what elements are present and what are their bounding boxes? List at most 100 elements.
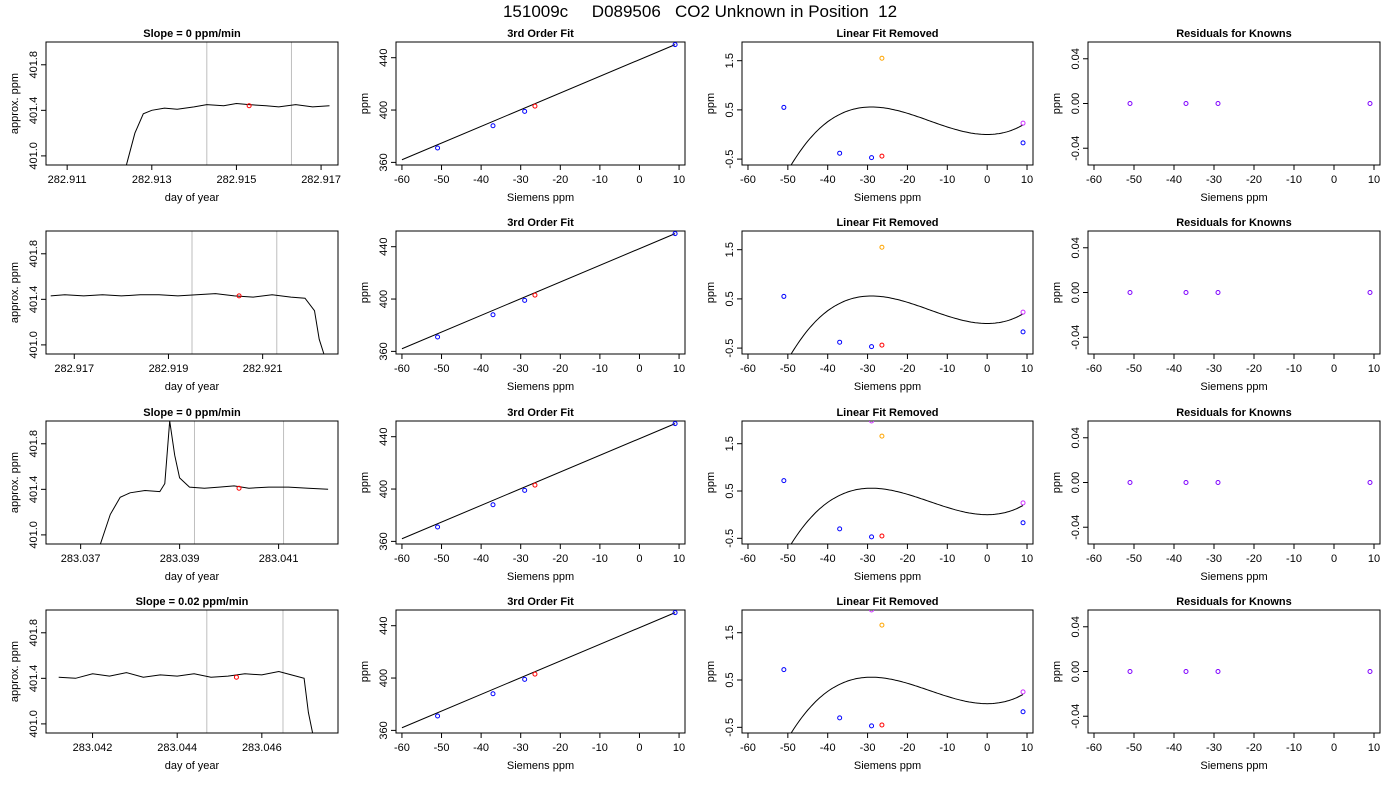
- x-tick-label: -40: [820, 174, 836, 186]
- y-axis-label: ppm: [1051, 282, 1063, 303]
- y-tick-label: 400: [378, 480, 390, 498]
- panel-title: Linear Fit Removed: [836, 28, 938, 40]
- plot-area: [1127, 290, 1373, 295]
- x-tick-label: -50: [780, 174, 796, 186]
- known-point: [781, 104, 787, 110]
- known-point: [869, 155, 875, 161]
- x-tick-label: -20: [1246, 553, 1262, 565]
- plot-frame: [395, 230, 686, 355]
- x-tick-label: -30: [1206, 742, 1222, 754]
- x-tick-label: -40: [1166, 553, 1182, 565]
- y-tick-label: 0.5: [724, 483, 736, 498]
- known-point: [490, 123, 496, 129]
- cubic-curve: [790, 487, 1024, 544]
- panel-title: Residuals for Knowns: [1176, 28, 1292, 40]
- y-tick-label: -0.5: [724, 150, 736, 169]
- x-tick-label: -60: [394, 174, 410, 186]
- y-tick-label: -0.04: [1070, 515, 1082, 540]
- x-tick-label: -60: [740, 742, 756, 754]
- unknown-marker: [246, 103, 252, 109]
- unknown-marker: [233, 674, 239, 680]
- y-tick-label: 440: [378, 428, 390, 446]
- plot-frame: [741, 420, 1034, 545]
- residual-point: [1367, 101, 1373, 106]
- plot-area: [401, 421, 678, 540]
- y-axis-label: approx. ppm: [9, 452, 21, 513]
- known-point: [672, 610, 678, 616]
- panel-4-2: 3rd Order Fit -60 -50 -40 -30 -20 -10 0 10 Siemen…: [359, 596, 686, 772]
- plot-frame: [45, 230, 339, 355]
- x-tick-label: 0: [636, 742, 642, 754]
- fit-line: [401, 233, 676, 350]
- plot-area: [781, 610, 1026, 733]
- x-axis-label: Siemens ppm: [507, 571, 574, 583]
- x-tick-label: -60: [1086, 363, 1102, 375]
- extra-point: [879, 244, 885, 250]
- cubic-curve: [790, 106, 1024, 165]
- x-tick-label: -20: [552, 553, 568, 565]
- plot-area: [125, 102, 330, 165]
- x-tick-label: -50: [1126, 742, 1142, 754]
- unknown-point: [879, 533, 885, 539]
- plot-frame: [45, 609, 339, 734]
- known-point: [522, 297, 528, 303]
- panel-3-4: Residuals for Knowns -60 -50 -40 -30 -20 -10 0 1…: [1051, 407, 1381, 583]
- x-tick-label: -50: [434, 742, 450, 754]
- x-tick-label: -20: [1246, 363, 1262, 375]
- extra-point: [879, 433, 885, 439]
- x-tick-label: -50: [434, 553, 450, 565]
- x-tick-label: 283.046: [242, 742, 282, 754]
- plot-area: [1127, 669, 1373, 674]
- panel-1-3: Linear Fit Removed -60 -50 -40 -30 -20 -10 0 10 S…: [705, 28, 1034, 204]
- x-tick-label: -10: [1286, 553, 1302, 565]
- x-tick-label: -60: [394, 742, 410, 754]
- known-point: [869, 534, 875, 540]
- known-point: [522, 487, 528, 493]
- y-tick-label: 1.5: [724, 625, 736, 640]
- y-tick-label: 0.04: [1070, 237, 1082, 258]
- y-tick-label: 401.0: [28, 521, 40, 549]
- y-tick-label: 400: [378, 101, 390, 119]
- residual-point: [1367, 290, 1373, 295]
- fit-line: [401, 612, 676, 729]
- x-tick-label: 0: [984, 553, 990, 565]
- plot-area: [99, 421, 329, 544]
- unknown-point: [879, 342, 885, 348]
- panel-title: Residuals for Knowns: [1176, 596, 1292, 608]
- y-tick-label: 0.00: [1070, 661, 1082, 682]
- series-line-1: [50, 293, 325, 354]
- y-tick-label: 360: [378, 721, 390, 739]
- x-tick-label: 0: [636, 174, 642, 186]
- panel-2-1: 282.917 282.919 282.921 day of year 401.0 401…: [9, 230, 339, 393]
- panel-2-3: Linear Fit Removed -60 -50 -40 -30 -20 -10 0 10 S…: [705, 217, 1034, 393]
- known-point: [672, 421, 678, 427]
- x-tick-label: -40: [473, 363, 489, 375]
- x-tick-label: 283.039: [160, 553, 200, 565]
- x-tick-label: 0: [636, 553, 642, 565]
- y-tick-label: -0.04: [1070, 136, 1082, 161]
- x-tick-label: 0: [636, 363, 642, 375]
- x-tick-label: 10: [673, 742, 685, 754]
- x-tick-label: -30: [1206, 553, 1222, 565]
- known-point: [490, 312, 496, 318]
- x-tick-label: 10: [1021, 363, 1033, 375]
- x-axis-label: day of year: [165, 571, 220, 583]
- known-point: [435, 145, 441, 151]
- plot-area: [1127, 101, 1373, 106]
- x-axis-label: Siemens ppm: [1200, 760, 1267, 772]
- x-tick-label: -10: [1286, 742, 1302, 754]
- x-tick-label: 282.911: [48, 174, 87, 186]
- panel-title: Residuals for Knowns: [1176, 217, 1292, 229]
- x-axis-label: Siemens ppm: [854, 571, 921, 583]
- series-line-1: [58, 670, 314, 733]
- x-tick-label: -40: [1166, 174, 1182, 186]
- plot-frame: [45, 41, 339, 166]
- known-point: [1020, 329, 1026, 335]
- plot-frame: [741, 41, 1034, 166]
- y-tick-label: 401.0: [28, 710, 40, 738]
- panel-title: Slope = 0 ppm/min: [143, 28, 241, 40]
- fit-line: [401, 44, 676, 161]
- x-tick-label: 282.921: [243, 363, 283, 375]
- x-tick-label: -10: [1286, 363, 1302, 375]
- x-tick-label: -10: [939, 553, 955, 565]
